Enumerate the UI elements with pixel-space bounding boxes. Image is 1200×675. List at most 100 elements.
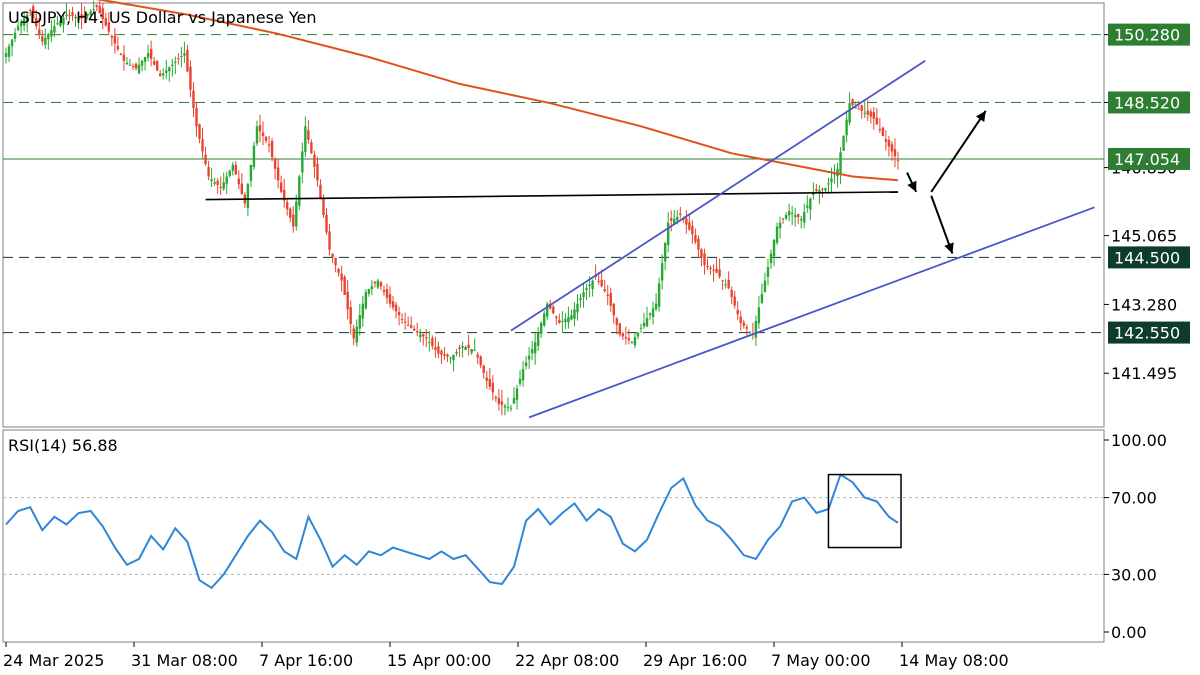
candle-body bbox=[745, 327, 749, 329]
candle-body bbox=[494, 396, 498, 399]
candle-body bbox=[449, 357, 452, 359]
candle-body bbox=[533, 342, 537, 354]
candle-body bbox=[818, 189, 821, 194]
rsi-line bbox=[5, 473, 899, 590]
candle-body bbox=[162, 73, 165, 76]
rsi-axis-label: 0.00 bbox=[1111, 623, 1147, 642]
candle-body bbox=[146, 53, 150, 58]
candle-body bbox=[515, 388, 519, 400]
candle-body bbox=[567, 317, 570, 323]
candle-body bbox=[648, 313, 652, 315]
candle-body bbox=[53, 26, 56, 33]
candle-body bbox=[437, 346, 440, 354]
candle-body bbox=[588, 284, 591, 287]
candle-body bbox=[600, 279, 603, 287]
candle-body bbox=[833, 173, 836, 175]
candle-body bbox=[821, 188, 824, 190]
candle-body bbox=[540, 322, 543, 334]
candle-body bbox=[787, 211, 791, 216]
candle-body bbox=[310, 142, 313, 154]
candle-body bbox=[506, 406, 510, 408]
candle-body bbox=[80, 14, 83, 19]
candle-body bbox=[425, 337, 428, 339]
candle-body bbox=[573, 309, 576, 319]
candle-body bbox=[267, 144, 271, 146]
candle-body bbox=[564, 319, 567, 322]
candle-body bbox=[219, 187, 222, 189]
price-level-badge bbox=[1108, 321, 1190, 344]
candle-body bbox=[830, 178, 833, 183]
candle-body bbox=[183, 53, 186, 56]
candle-body bbox=[561, 321, 564, 322]
price-chart-title: USDJPY, H4: US Dollar vs Japanese Yen bbox=[8, 8, 317, 27]
candle-body bbox=[331, 253, 334, 258]
candle-body bbox=[322, 197, 325, 215]
candle-body bbox=[576, 303, 579, 313]
candle-body bbox=[71, 12, 74, 17]
candle-body bbox=[92, 9, 95, 11]
candle-body bbox=[739, 316, 742, 323]
candle-body bbox=[373, 282, 377, 284]
rsi-axis-label: 70.00 bbox=[1111, 489, 1157, 508]
candle-body bbox=[255, 126, 259, 144]
candle-body bbox=[364, 292, 368, 309]
price-axis: 150.280148.520146.830145.065143.280141.4… bbox=[1104, 23, 1190, 383]
candle-body bbox=[543, 313, 546, 326]
candle-body bbox=[760, 294, 764, 303]
candle-body bbox=[784, 215, 788, 219]
channel-upper-line bbox=[510, 60, 926, 332]
candle-body bbox=[319, 184, 322, 198]
candle-body bbox=[530, 348, 534, 354]
price-axis-label: 143.280 bbox=[1111, 295, 1177, 314]
candle-body bbox=[676, 216, 679, 221]
candle-body bbox=[660, 263, 664, 281]
candle-body bbox=[579, 297, 582, 301]
candle-body bbox=[222, 182, 225, 190]
candle-body bbox=[890, 144, 894, 152]
candle-body bbox=[186, 49, 189, 72]
candle-body bbox=[461, 346, 464, 348]
candle-body bbox=[192, 90, 195, 109]
candle-body bbox=[636, 332, 640, 337]
candle-body bbox=[491, 382, 495, 393]
time-axis-label: 31 Mar 08:00 bbox=[131, 651, 238, 670]
candles bbox=[4, 0, 900, 416]
candle-body bbox=[273, 158, 277, 169]
price-level-badge bbox=[1108, 246, 1190, 269]
candle-body bbox=[177, 58, 180, 60]
candle-body bbox=[98, 6, 101, 14]
candle-body bbox=[4, 53, 8, 57]
candle-body bbox=[800, 218, 803, 221]
time-axis: 24 Mar 2025 31 Mar 08:00 7 Apr 16:00 15 Apr… bbox=[3, 642, 1009, 670]
candle-body bbox=[781, 218, 785, 220]
candle-body bbox=[688, 222, 691, 230]
candle-body bbox=[128, 64, 132, 66]
candle-body bbox=[301, 151, 304, 173]
candle-body bbox=[165, 70, 168, 73]
candle-body bbox=[231, 164, 234, 171]
candle-body bbox=[304, 126, 307, 152]
candle-body bbox=[140, 60, 144, 66]
scenario-arrow-head bbox=[975, 110, 986, 123]
candle-body bbox=[503, 405, 507, 408]
candle-body bbox=[555, 316, 558, 319]
candle-body bbox=[152, 61, 156, 65]
candle-body bbox=[13, 32, 17, 39]
candle-body bbox=[624, 337, 628, 339]
candle-body bbox=[827, 183, 830, 185]
candle-body bbox=[606, 294, 609, 296]
candle-body bbox=[131, 66, 135, 68]
price-level-badge-label: 150.280 bbox=[1114, 26, 1180, 45]
candle-body bbox=[757, 307, 761, 324]
candle-body bbox=[570, 315, 573, 320]
candle-body bbox=[709, 267, 712, 269]
candle-body bbox=[19, 22, 23, 27]
candle-body bbox=[68, 15, 71, 17]
candle-body bbox=[706, 265, 709, 268]
candle-body bbox=[878, 128, 882, 131]
candle-body bbox=[422, 334, 425, 337]
candle-body bbox=[101, 8, 104, 20]
candle-body bbox=[316, 163, 319, 181]
candle-body bbox=[379, 282, 383, 287]
